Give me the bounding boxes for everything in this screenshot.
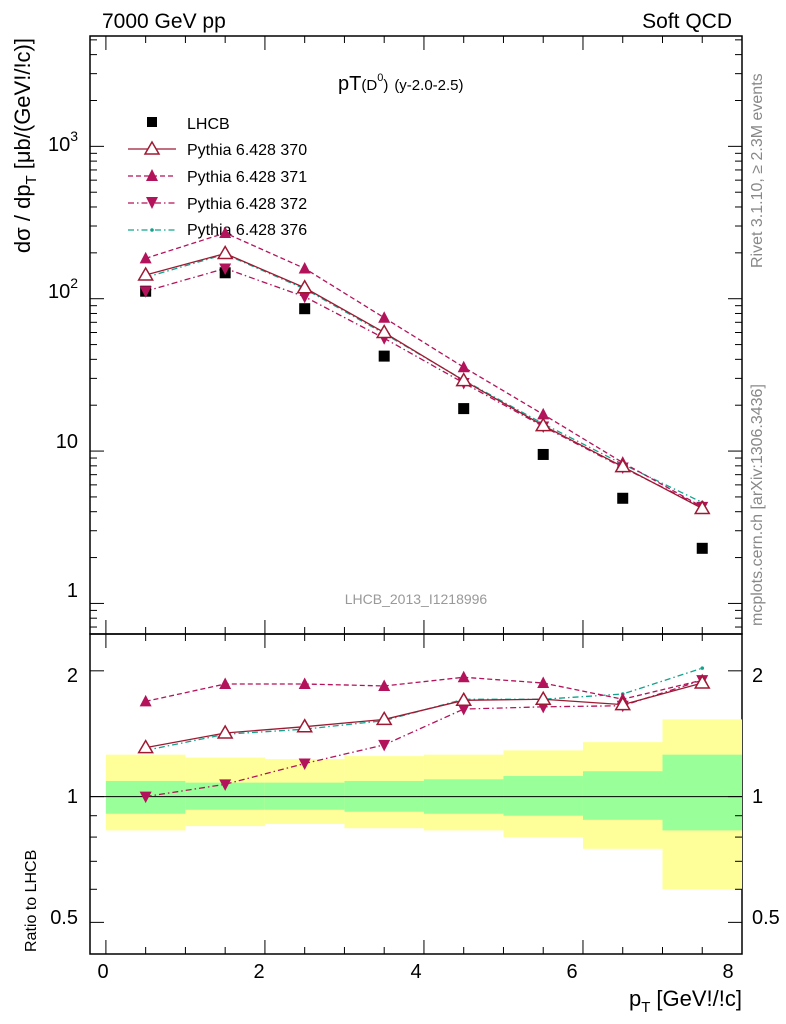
header-left: 7000 GeV pp (102, 10, 226, 33)
legend-label-376: Pythia 6.428 376 (187, 222, 307, 239)
ratio-point-pythia-6-428-372-1 (219, 779, 232, 791)
ratio-point-pythia-6-428-372-3 (378, 739, 391, 752)
main-point-pythia-6-428-370-7 (693, 499, 711, 515)
ratio-point-pythia-6-428-370-0 (137, 739, 154, 754)
legend-label-lhcb: LHCB (187, 116, 230, 133)
xtick-label-6: 6 (566, 961, 577, 983)
ratio-bands (105, 719, 742, 890)
main-point-lhcb-7 (696, 542, 708, 554)
ratio-point-pythia-6-428-372-0 (139, 791, 152, 804)
header-right: Soft QCD (642, 10, 732, 33)
ratio-point-pythia-6-428-371-3 (378, 679, 391, 691)
ratio-ytick-label-2-right: 2 (752, 665, 763, 687)
ratio-ytick-label-0.5: 0.5 (50, 907, 78, 929)
main-point-pythia-6-428-372-1 (219, 263, 232, 275)
main-point-pythia-6-428-370-6 (614, 458, 632, 473)
main-ytick-label-100: 102 (48, 275, 78, 303)
main-series (137, 226, 711, 554)
xtick-label-8: 8 (722, 961, 733, 983)
source-label: mcplots.cern.ch [arXiv:1306.3436] (749, 384, 766, 626)
main-point-pythia-6-428-372-2 (298, 291, 311, 304)
ratio-inner-band-5 (503, 776, 583, 816)
xtick-label-0: 0 (97, 961, 108, 983)
main-point-pythia-6-428-370-5 (534, 417, 552, 432)
ratio-ytick-label-1: 1 (67, 786, 78, 808)
legend-label-370: Pythia 6.428 370 (187, 142, 307, 159)
main-point-pythia-6-428-371-4 (457, 360, 470, 373)
ratio-point-pythia-6-428-370-3 (375, 710, 393, 726)
legend-label-372: Pythia 6.428 372 (187, 196, 307, 213)
ratio-inner-band-7 (662, 754, 742, 831)
ratio-point-pythia-6-428-372-4 (457, 704, 470, 716)
main-point-lhcb-2 (299, 303, 311, 315)
ratio-ytick-label-1-right: 1 (752, 786, 763, 808)
ratio-point-pythia-6-428-371-4 (457, 670, 470, 683)
ratio-point-pythia-6-428-372-2 (298, 758, 311, 771)
main-point-pythia-6-428-370-1 (216, 245, 234, 260)
ratio-point-pythia-6-428-371-1 (219, 677, 232, 689)
main-point-pythia-6-428-370-3 (375, 324, 393, 339)
main-point-pythia-6-428-370-0 (137, 266, 154, 281)
main-point-pythia-6-428-370-2 (296, 279, 313, 294)
main-ytick-label-1: 1 (67, 580, 78, 602)
main-ytick-label-10: 10 (56, 431, 78, 453)
ratio-y-axis-label: Ratio to LHCB (23, 850, 40, 952)
main-point-pythia-6-428-370-4 (455, 372, 473, 387)
main-point-pythia-6-428-371-3 (378, 311, 391, 323)
main-point-pythia-6-428-371-5 (537, 407, 550, 420)
main-line-pythia-6-428-371 (145, 232, 703, 508)
ratio-point-pythia-6-428-371-2 (298, 677, 311, 689)
analysis-watermark: LHCB_2013_I1218996 (345, 591, 488, 607)
main-ticks (90, 36, 743, 634)
ratio-point-pythia-6-428-376-7 (700, 666, 705, 670)
legend-marker-372 (146, 197, 158, 209)
x-axis-label: pT [GeV!/!c] (629, 986, 742, 1016)
main-point-lhcb-5 (537, 448, 549, 460)
main-point-pythia-6-428-372-0 (139, 286, 152, 298)
ratio-line-pythia-6-428-376 (145, 667, 703, 752)
ratio-point-pythia-6-428-370-1 (216, 724, 234, 739)
main-point-pythia-6-428-371-2 (298, 261, 311, 274)
ratio-line-pythia-6-428-372 (145, 679, 703, 798)
main-point-lhcb-6 (617, 492, 629, 504)
xtick-label-2: 2 (253, 961, 264, 983)
ratio-ytick-label-0.5-right: 0.5 (752, 907, 780, 929)
main-point-lhcb-4 (458, 403, 470, 415)
ratio-point-pythia-6-428-370-2 (296, 718, 313, 733)
main-ytick-label-1000: 103 (48, 128, 78, 156)
xtick-label-4: 4 (410, 961, 421, 983)
main-line-pythia-6-428-370 (145, 252, 703, 510)
ratio-point-pythia-6-428-370-5 (534, 690, 552, 705)
ratio-inner-band-6 (582, 771, 663, 820)
ratio-line-pythia-6-428-371 (145, 676, 703, 703)
legend-marker-lhcb (147, 117, 157, 127)
ratio-point-pythia-6-428-370-7 (693, 674, 711, 689)
ratio-point-pythia-6-428-370-6 (614, 696, 632, 711)
ratio-ytick-label-2: 2 (67, 665, 78, 687)
rivet-label: Rivet 3.1.10, ≥ 2.3M events (749, 73, 766, 268)
legend-marker-370 (143, 140, 161, 155)
ratio-line-pythia-6-428-370 (145, 682, 703, 749)
ratio-point-pythia-6-428-371-0 (139, 694, 152, 707)
legend-marker-376 (150, 228, 154, 232)
ratio-point-pythia-6-428-371-5 (537, 676, 550, 689)
legend-label-371: Pythia 6.428 371 (187, 169, 307, 186)
legend-marker-371 (146, 169, 158, 181)
main-point-pythia-6-428-371-0 (139, 251, 152, 264)
plot-title: pT(D0) (y-2.0-2.5) (338, 72, 464, 95)
main-line-pythia-6-428-372 (145, 267, 703, 508)
main-point-lhcb-3 (378, 350, 390, 362)
ratio-series (137, 666, 711, 804)
ratio-point-pythia-6-428-370-4 (455, 691, 473, 707)
legend: LHCB Pythia 6.428 370 Pythia 6.428 371 P… (128, 116, 307, 239)
ratio-ticks (90, 634, 743, 954)
main-point-pythia-6-428-371-1 (219, 226, 232, 238)
main-y-axis-label: dσ / dpT[μb/(GeV!/!c)] (10, 38, 40, 253)
